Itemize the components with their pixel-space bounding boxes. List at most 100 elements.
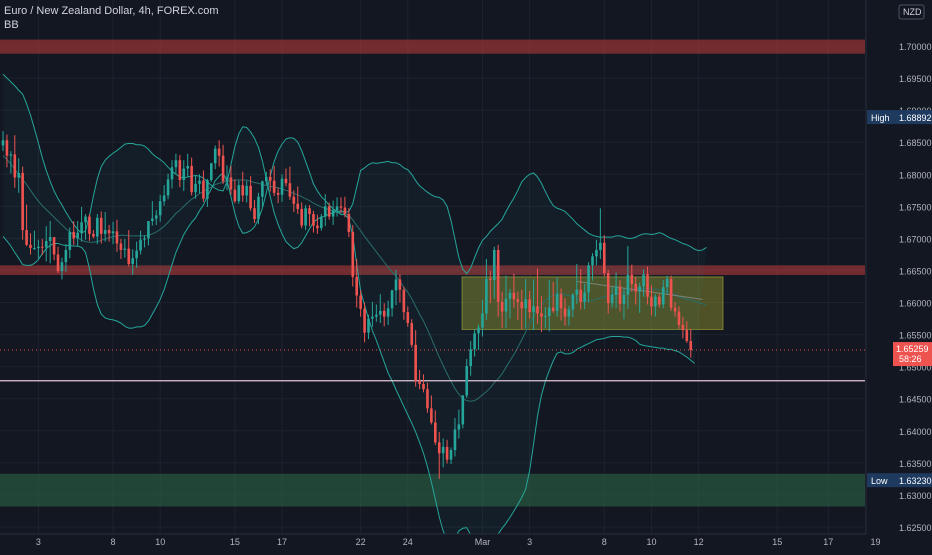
candle-body xyxy=(485,278,488,314)
x-tick-label: 17 xyxy=(823,537,833,547)
candle-body xyxy=(190,165,193,193)
candle-body xyxy=(540,313,543,317)
zone-resistance-top xyxy=(0,39,865,54)
candle-body xyxy=(323,206,327,217)
candle-body xyxy=(316,225,319,229)
candle-body xyxy=(154,215,158,219)
candle-body xyxy=(5,140,9,156)
indicator-legend-bb[interactable]: BB xyxy=(4,19,19,31)
candle-body xyxy=(296,203,300,209)
candle-body xyxy=(174,160,178,168)
candle-body xyxy=(288,183,292,197)
candle-body xyxy=(394,279,398,291)
candle-body xyxy=(265,176,268,182)
candle-body xyxy=(276,192,280,195)
candle-body xyxy=(445,446,449,460)
candle-body xyxy=(257,196,260,220)
candle-body xyxy=(131,258,134,265)
x-tick-label: 10 xyxy=(646,537,656,547)
candle-body xyxy=(571,294,575,310)
candle-body xyxy=(626,274,630,295)
y-tick-label: 1.68000 xyxy=(899,170,932,180)
candle-body xyxy=(37,246,40,249)
candle-body xyxy=(618,286,622,304)
candle-body xyxy=(111,231,115,234)
candle-body xyxy=(170,167,174,180)
candle-body xyxy=(504,298,508,312)
symbol-title[interactable]: Euro / New Zealand Dollar, 4h, FOREX.com xyxy=(4,5,219,17)
candle-body xyxy=(88,216,91,234)
candle-body xyxy=(508,292,512,299)
candle-body xyxy=(56,254,60,272)
candle-body xyxy=(555,294,559,311)
candle-body xyxy=(677,311,681,325)
candle-body xyxy=(371,316,374,319)
low-label-value: 1.63230 xyxy=(899,476,932,486)
candle-body xyxy=(178,160,182,181)
x-tick-label: 19 xyxy=(870,537,880,547)
candle-body xyxy=(642,274,645,287)
price-axis-bg xyxy=(866,0,932,550)
currency-label: NZD xyxy=(903,7,922,17)
candle-body xyxy=(430,408,433,423)
currency-badge xyxy=(898,4,925,20)
candle-body xyxy=(606,273,610,304)
candle-body xyxy=(386,308,390,317)
x-tick-label: 12 xyxy=(694,537,704,547)
candle-body xyxy=(599,242,602,250)
x-tick-label: 15 xyxy=(772,537,782,547)
candle-body xyxy=(1,140,5,146)
zone-resistance-mid xyxy=(0,265,865,275)
candle-body xyxy=(544,316,547,318)
candle-body xyxy=(665,278,669,288)
candle-body xyxy=(99,217,103,234)
y-tick-label: 1.64500 xyxy=(899,395,932,405)
candle-body xyxy=(158,201,162,216)
x-tick-label: Mar xyxy=(475,537,491,547)
candle-body xyxy=(217,148,221,156)
last-price-value: 1.65259 xyxy=(896,344,929,354)
candle-body xyxy=(355,276,358,296)
candle-body xyxy=(414,344,417,381)
candle-body xyxy=(453,429,457,451)
candle-body xyxy=(166,179,170,196)
candle-body xyxy=(335,206,339,211)
candle-body xyxy=(406,312,410,324)
candle-body xyxy=(261,181,264,197)
candle-body xyxy=(253,208,256,220)
candle-body xyxy=(21,172,24,231)
candle-body xyxy=(123,248,127,250)
high-label-box xyxy=(867,110,932,125)
candle-body xyxy=(304,208,307,226)
candle-body xyxy=(343,207,347,215)
x-tick-label: 15 xyxy=(230,537,240,547)
candle-body xyxy=(410,323,414,345)
candle-body xyxy=(213,148,217,164)
y-tick-label: 1.62500 xyxy=(899,523,932,533)
candle-body xyxy=(551,307,555,311)
candle-body xyxy=(308,208,311,215)
candle-body xyxy=(359,295,362,309)
bb-middle-line xyxy=(2,155,707,402)
candle-body xyxy=(139,239,142,251)
y-tick-label: 1.63500 xyxy=(899,459,932,469)
candle-body xyxy=(272,180,276,193)
candle-body xyxy=(512,292,516,300)
candle-body xyxy=(630,274,634,284)
candle-body xyxy=(402,289,406,313)
candle-body xyxy=(595,249,598,257)
x-tick-label: 22 xyxy=(356,537,366,547)
candle-body xyxy=(465,366,469,396)
candle-body xyxy=(107,230,111,234)
candle-body xyxy=(162,195,166,202)
candle-body xyxy=(661,287,665,305)
candle-body xyxy=(135,250,138,259)
candle-body xyxy=(44,240,48,248)
candle-body xyxy=(151,218,154,222)
candle-body xyxy=(115,231,119,244)
candle-body xyxy=(375,314,378,317)
candle-body xyxy=(72,231,76,239)
